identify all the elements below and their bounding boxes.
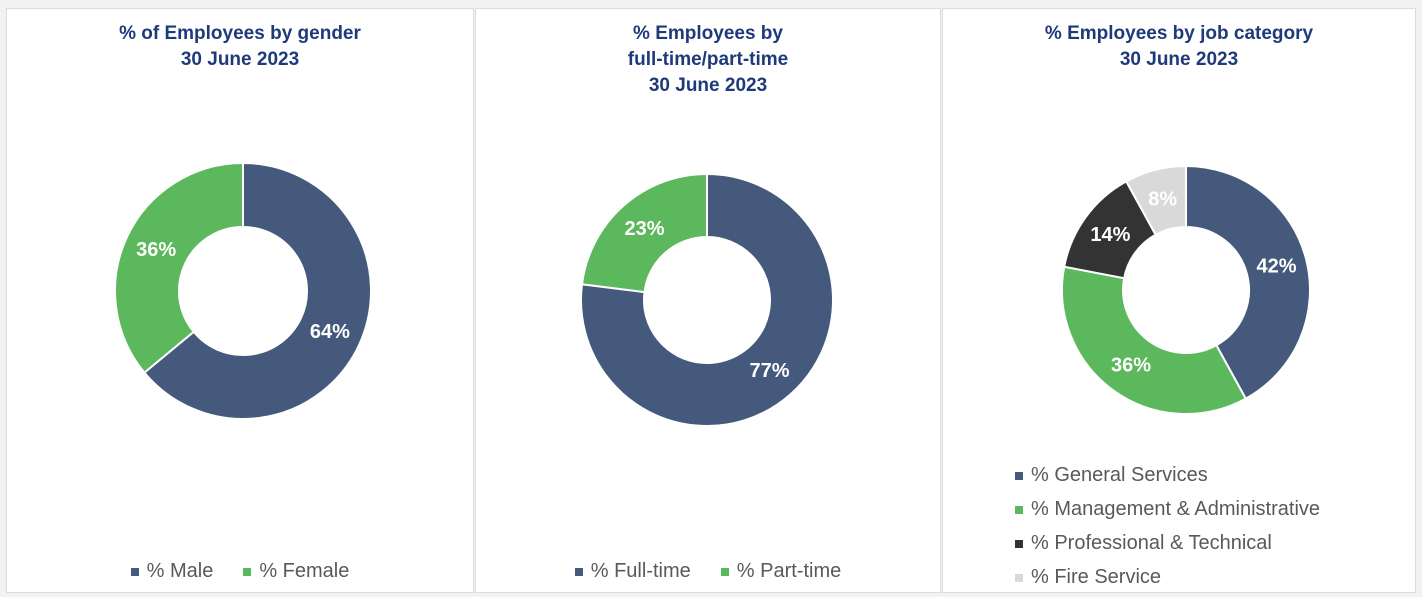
legend-swatch: [1015, 505, 1023, 514]
donut-slice-1: [580, 172, 708, 294]
legend-swatch: [1015, 573, 1023, 582]
chart-title: % Employees by job category 30 June 2023: [943, 21, 1415, 73]
chart-title-line: % Employees by job category: [1044, 23, 1314, 44]
chart-title-line: % Employees by: [633, 23, 783, 44]
chart-panel-employment-type: % Employees by full-time/part-time 30 Ju…: [475, 8, 941, 593]
legend-item-male: % Male: [130, 560, 214, 583]
legend-item-fire-service: % Fire Service: [1015, 566, 1320, 589]
donut-chart-employment-type: 77% 23%: [580, 172, 834, 427]
donut-slice-0: [142, 161, 372, 420]
data-label-1: 36%: [1111, 355, 1151, 377]
legend-label: % Professional & Technical: [1031, 532, 1272, 554]
legend-swatch: [1015, 471, 1023, 480]
legend-label: % Fire Service: [1031, 566, 1162, 588]
donut-slice-1: [1061, 265, 1248, 415]
chart-title-line: % of Employees by gender: [119, 23, 361, 44]
legend-swatch: [130, 567, 139, 576]
data-label-3: 8%: [1148, 188, 1177, 210]
chart-legend: % Male % Female: [7, 560, 473, 583]
chart-title: % of Employees by gender 30 June 2023: [7, 21, 473, 73]
legend-item-management: % Management & Administrative: [1015, 498, 1320, 521]
chart-panel-job-category: % Employees by job category 30 June 2023…: [942, 8, 1416, 593]
legend-item-professional: % Professional & Technical: [1015, 532, 1320, 555]
legend-label: % Male: [146, 560, 214, 582]
legend-swatch: [1015, 539, 1023, 548]
data-label-0: 77%: [749, 360, 789, 382]
chart-legend: % General Services % Management & Admini…: [1015, 464, 1320, 589]
chart-panel-gender: % of Employees by gender 30 June 2023 64…: [6, 8, 474, 593]
legend-label: % Part-time: [736, 560, 842, 582]
donut-slice-3: [1124, 164, 1187, 237]
chart-legend: % Full-time % Part-time: [476, 560, 940, 583]
legend-label: % General Services: [1031, 464, 1208, 486]
data-label-1: 23%: [624, 218, 664, 240]
chart-title: % Employees by full-time/part-time 30 Ju…: [476, 21, 940, 99]
data-label-1: 36%: [136, 239, 176, 261]
data-label-0: 42%: [1257, 256, 1297, 278]
data-label-0: 64%: [310, 321, 350, 343]
donut-chart-job-category: 42% 36% 14% 8%: [1061, 164, 1311, 415]
chart-subtitle: 30 June 2023: [648, 75, 768, 96]
legend-label: % Management & Administrative: [1031, 498, 1321, 520]
donut-slice-0: [1185, 164, 1311, 401]
legend-item-full-time: % Full-time: [574, 560, 691, 583]
donut-slice-0: [580, 172, 834, 427]
legend-item-general-services: % General Services: [1015, 464, 1320, 487]
legend-swatch: [720, 567, 729, 576]
legend-item-part-time: % Part-time: [720, 560, 842, 583]
donut-chart-gender: 64% 36%: [114, 161, 372, 420]
data-label-2: 14%: [1090, 224, 1130, 246]
chart-subtitle: 30 June 2023: [180, 49, 300, 70]
legend-label: % Female: [259, 560, 350, 582]
chart-title-line: full-time/part-time: [627, 49, 789, 70]
legend-label: % Full-time: [590, 560, 691, 582]
legend-item-female: % Female: [243, 560, 349, 583]
legend-swatch: [574, 567, 583, 576]
legend-swatch: [243, 567, 252, 576]
donut-slice-1: [114, 161, 244, 374]
chart-subtitle: 30 June 2023: [1119, 49, 1239, 70]
